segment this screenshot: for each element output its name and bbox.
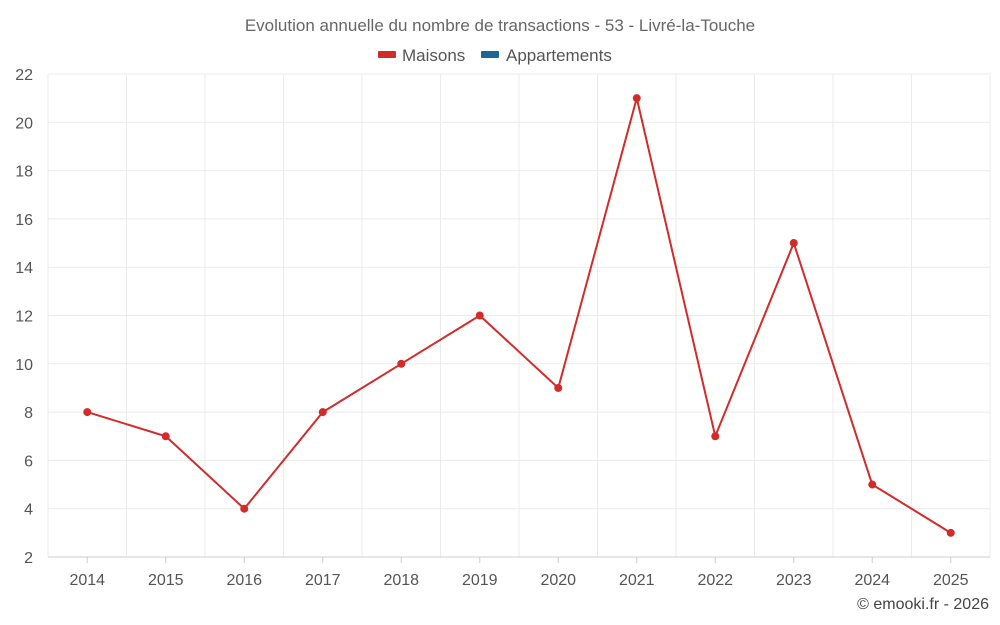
grid xyxy=(47,73,991,558)
x-tick-label: 2020 xyxy=(540,572,576,589)
x-tick-label: 2021 xyxy=(619,572,655,589)
legend-item-appartements[interactable]: Appartements xyxy=(481,46,612,65)
legend-swatch-maisons xyxy=(378,51,396,58)
y-tick-label: 12 xyxy=(15,309,33,326)
data-point[interactable] xyxy=(397,359,406,368)
y-tick-label: 6 xyxy=(24,453,33,470)
data-point[interactable] xyxy=(554,383,563,392)
data-point[interactable] xyxy=(161,432,170,441)
legend-swatch-appartements xyxy=(481,51,499,58)
credit-text: © emooki.fr - 2026 xyxy=(857,596,989,613)
chart-title: Evolution annuelle du nombre de transact… xyxy=(245,16,755,35)
y-tick-label: 16 xyxy=(15,212,33,229)
legend: Maisons Appartements xyxy=(378,46,612,65)
x-tick-label: 2019 xyxy=(462,572,498,589)
data-point[interactable] xyxy=(946,528,955,537)
x-axis: 2014 2015 2016 2017 2018 2019 2020 2021 2022 2023… xyxy=(48,556,990,589)
y-tick-label: 2 xyxy=(24,550,33,567)
x-tick-label: 2014 xyxy=(69,572,105,589)
x-tick-label: 2015 xyxy=(148,572,184,589)
y-tick-label: 20 xyxy=(15,115,33,132)
x-tick-label: 2022 xyxy=(697,572,733,589)
y-tick-label: 4 xyxy=(24,502,33,519)
data-point[interactable] xyxy=(632,94,641,103)
x-tick-label: 2025 xyxy=(933,572,969,589)
x-tick-label: 2023 xyxy=(776,572,812,589)
x-tick-label: 2024 xyxy=(854,572,890,589)
legend-label-appartements: Appartements xyxy=(506,46,612,65)
y-axis: 2 4 6 8 10 12 14 16 18 20 22 xyxy=(15,67,33,567)
x-tick-label: 2018 xyxy=(383,572,419,589)
data-point[interactable] xyxy=(789,239,798,248)
data-point[interactable] xyxy=(711,432,720,441)
y-tick-label: 18 xyxy=(15,164,33,181)
data-point[interactable] xyxy=(475,311,484,320)
y-tick-label: 14 xyxy=(15,260,33,277)
y-tick-label: 22 xyxy=(15,67,33,84)
series-group xyxy=(83,94,955,537)
data-point[interactable] xyxy=(83,408,92,417)
data-point[interactable] xyxy=(240,504,249,513)
legend-item-maisons[interactable]: Maisons xyxy=(378,46,465,65)
series-line-maisons xyxy=(86,97,952,534)
y-tick-label: 10 xyxy=(15,357,33,374)
legend-label-maisons: Maisons xyxy=(402,46,465,65)
x-tick-label: 2017 xyxy=(305,572,341,589)
data-point[interactable] xyxy=(868,480,877,489)
y-tick-label: 8 xyxy=(24,405,33,422)
data-point[interactable] xyxy=(318,408,327,417)
x-tick-label: 2016 xyxy=(226,572,262,589)
